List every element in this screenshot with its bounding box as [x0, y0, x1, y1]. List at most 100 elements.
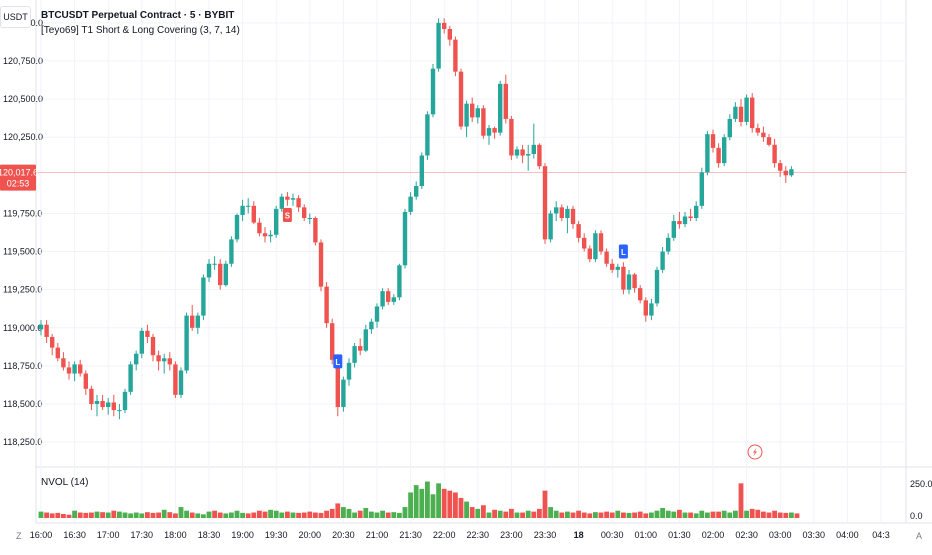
volume-bar[interactable] [201, 514, 206, 518]
volume-bar[interactable] [637, 511, 643, 518]
candle-body[interactable] [520, 149, 525, 156]
volume-bar[interactable] [313, 512, 318, 518]
volume-bar[interactable] [380, 510, 385, 518]
candle-body[interactable] [246, 205, 251, 207]
candle-body[interactable] [251, 205, 256, 223]
candle-body[interactable] [789, 169, 794, 176]
candle-body[interactable] [296, 198, 301, 208]
volume-bar[interactable] [699, 510, 705, 518]
volume-bar[interactable] [425, 481, 430, 518]
volume-bar[interactable] [789, 512, 794, 518]
volume-bar[interactable] [285, 511, 290, 518]
volume-bar[interactable] [240, 512, 245, 518]
candle-body[interactable] [122, 391, 128, 411]
volume-bar[interactable] [38, 511, 44, 518]
volume-bar[interactable] [621, 512, 626, 518]
candle-body[interactable] [117, 410, 122, 412]
candle-body[interactable] [458, 71, 464, 127]
volume-bar[interactable] [497, 510, 503, 518]
volume-bar[interactable] [178, 507, 184, 518]
candle-body[interactable] [167, 358, 172, 365]
candle-body[interactable] [615, 266, 620, 270]
volume-bar[interactable] [570, 512, 576, 518]
candle-body[interactable] [223, 263, 228, 286]
candle-body[interactable] [481, 108, 486, 136]
volume-bar[interactable] [156, 512, 161, 518]
candle-body[interactable] [604, 251, 609, 264]
volume-bar[interactable] [117, 511, 122, 518]
candle-body[interactable] [302, 207, 307, 219]
volume-bar[interactable] [83, 512, 89, 518]
candle-body[interactable] [313, 218, 318, 243]
volume-bar[interactable] [44, 512, 49, 518]
candle-body[interactable] [66, 367, 72, 374]
volume-bar[interactable] [660, 507, 665, 518]
candle-body[interactable] [548, 213, 553, 240]
volume-bar[interactable] [49, 513, 55, 518]
volume-bar[interactable] [453, 492, 458, 518]
volume-bar[interactable] [609, 512, 615, 518]
candle-body[interactable] [582, 237, 587, 249]
volume-bar[interactable] [324, 510, 329, 518]
candle-body[interactable] [268, 234, 273, 237]
candle-body[interactable] [178, 370, 184, 395]
volume-bar[interactable] [705, 512, 710, 518]
candle-body[interactable] [643, 300, 648, 316]
volume-bar[interactable] [402, 507, 408, 518]
signal-marker-short[interactable] [282, 207, 292, 222]
volume-bar[interactable] [307, 511, 313, 518]
volume-bar[interactable] [772, 510, 777, 518]
volume-bar[interactable] [262, 511, 268, 518]
volume-bar[interactable] [89, 512, 94, 518]
volume-bar[interactable] [677, 509, 682, 518]
candle-body[interactable] [688, 216, 693, 219]
volume-bar[interactable] [61, 513, 66, 518]
volume-bar[interactable] [643, 513, 649, 518]
volume-bar[interactable] [145, 512, 150, 518]
volume-bar[interactable] [290, 512, 296, 518]
volume-bar[interactable] [55, 512, 61, 518]
candle-body[interactable] [201, 277, 206, 316]
volume-bar[interactable] [492, 509, 497, 518]
volume-bar[interactable] [296, 512, 301, 518]
symbol-title[interactable]: BTCUSDT Perpetual Contract · 5 · BYBIT [41, 10, 235, 21]
volume-bar[interactable] [733, 510, 738, 518]
volume-bar[interactable] [671, 511, 677, 518]
candle-body[interactable] [162, 358, 167, 362]
candle-body[interactable] [335, 359, 340, 408]
candle-body[interactable] [111, 402, 116, 411]
candle-body[interactable] [587, 248, 592, 260]
volume-bar[interactable] [654, 510, 660, 518]
volume-bar[interactable] [100, 512, 105, 518]
volume-bar[interactable] [436, 483, 441, 518]
volume-bar[interactable] [77, 512, 83, 518]
candle-body[interactable] [470, 103, 475, 118]
candle-body[interactable] [778, 163, 783, 171]
candle-body[interactable] [766, 137, 772, 145]
candle-body[interactable] [318, 242, 324, 287]
candle-body[interactable] [559, 207, 564, 219]
volume-bar[interactable] [234, 510, 240, 518]
volume-bar[interactable] [318, 512, 324, 518]
volume-bar[interactable] [413, 485, 419, 518]
candle-body[interactable] [694, 205, 699, 219]
candle-body[interactable] [486, 128, 492, 136]
volume-bar[interactable] [341, 507, 346, 518]
candle-body[interactable] [671, 221, 676, 238]
volume-bar[interactable] [161, 509, 167, 518]
candle-body[interactable] [621, 266, 626, 290]
candle-body[interactable] [554, 207, 559, 214]
candle-body[interactable] [78, 364, 83, 374]
candle-body[interactable] [50, 336, 55, 348]
candle-body[interactable] [352, 346, 357, 363]
volume-bar[interactable] [721, 510, 727, 518]
volume-bar[interactable] [94, 511, 100, 518]
candle-body[interactable] [772, 144, 777, 164]
volume-bar[interactable] [598, 512, 604, 518]
volume-bar[interactable] [716, 511, 721, 518]
candle-body[interactable] [738, 106, 744, 122]
volume-bar[interactable] [223, 513, 229, 518]
volume-bar[interactable] [441, 488, 447, 518]
